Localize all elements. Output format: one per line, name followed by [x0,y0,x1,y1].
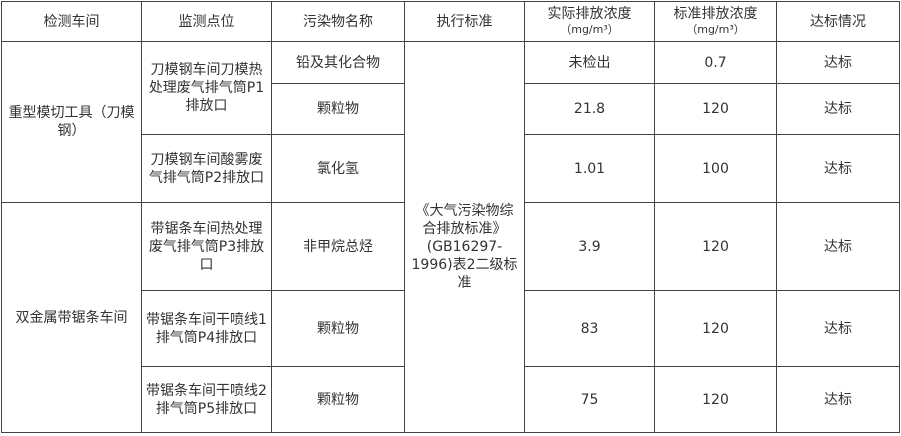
workshop-cell: 双金属带锯条车间 [1,202,142,433]
header-label: 标准排放浓度 [673,5,758,22]
actual-cell: 3.9 [524,202,655,291]
workshop-cell: 重型模切工具（刀模钢） [1,41,142,203]
header-cell: 执行标准 [404,1,525,42]
actual-cell: 83 [524,290,655,367]
header-unit: （mg/m³） [560,22,619,36]
status-cell: 达标 [776,290,900,367]
pollutant-cell: 颗粒物 [271,83,405,135]
actual-cell: 1.01 [524,134,655,203]
header-cell: 实际排放浓度 （mg/m³） [524,1,655,42]
status-cell: 达标 [776,202,900,291]
header-cell: 标准排放浓度 （mg/m³） [654,1,777,42]
actual-cell: 未检出 [524,41,655,84]
limit-cell: 120 [654,366,777,433]
limit-cell: 120 [654,202,777,291]
header-cell: 污染物名称 [271,1,405,42]
pollutant-cell: 氯化氢 [271,134,405,203]
point-cell: 带锯条车间热处理废气排气筒P3排放口 [141,202,272,291]
pollutant-cell: 颗粒物 [271,290,405,367]
table-row: 双金属带锯条车间 带锯条车间热处理废气排气筒P3排放口 非甲烷总烃 3.9 12… [1,202,900,433]
status-cell: 达标 [776,83,900,135]
table-row: 刀模钢车间酸雾废气排气筒P2排放口 氯化氢 1.01 100 达标 [2,134,900,203]
point-cell: 带锯条车间干喷线2排气筒P5排放口 [141,366,272,433]
pollutant-cell: 铅及其化合物 [271,41,405,84]
status-cell: 达标 [776,41,900,84]
table-row: 重型模切工具（刀模钢） 刀模钢车间刀模热处理废气排气筒P1排放口 铅及其化合物 … [1,41,900,433]
limit-cell: 120 [654,83,777,135]
limit-cell: 100 [654,134,777,203]
header-row: 检测车间 监测点位 污染物名称 执行标准 实际排放浓度 （mg/m³） 标准排放浓… [1,1,900,42]
header-unit: （mg/m³） [686,22,745,36]
header-cell: 监测点位 [141,1,272,42]
point-cell: 刀模钢车间酸雾废气排气筒P2排放口 [141,134,272,203]
header-cell: 检测车间 [1,1,142,42]
actual-cell: 75 [524,366,655,433]
table-row: 颗粒物 21.8 120 达标 [2,83,900,135]
standard-cell: 《大气污染物综合排放标准》(GB16297-1996)表2二级标准 [404,41,525,433]
pollutant-cell: 非甲烷总烃 [271,202,405,291]
limit-cell: 0.7 [654,41,777,84]
table-row: 带锯条车间干喷线1排气筒P4排放口 颗粒物 83 120 达标 [2,290,900,367]
actual-cell: 21.8 [524,83,655,135]
point-cell: 带锯条车间干喷线1排气筒P4排放口 [141,290,272,367]
header-label: 实际排放浓度 [547,5,632,22]
pollutant-cell: 颗粒物 [271,366,405,433]
limit-cell: 120 [654,290,777,367]
header-cell: 达标情况 [776,1,900,42]
point-cell: 刀模钢车间刀模热处理废气排气筒P1排放口 [141,41,272,135]
status-cell: 达标 [776,366,900,433]
status-cell: 达标 [776,134,900,203]
table-row: 带锯条车间干喷线2排气筒P5排放口 颗粒物 75 120 达标 [2,366,900,433]
